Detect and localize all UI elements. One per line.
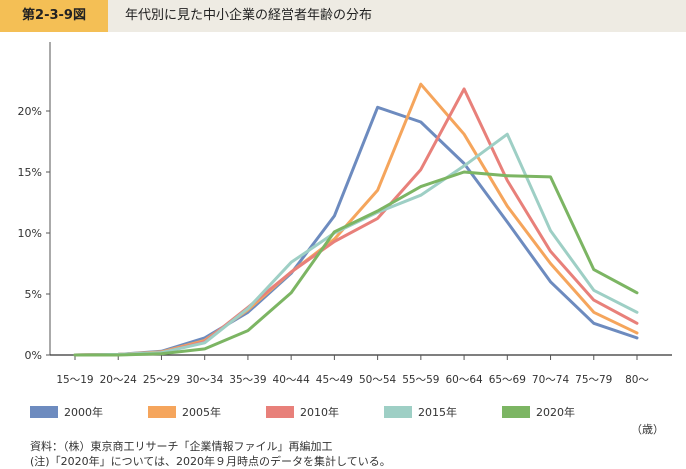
legend-item: 2010年	[266, 402, 339, 422]
legend-label: 2015年	[418, 406, 457, 419]
footnote: (注)「2020年」については、2020年９月時点のデータを集計している。	[30, 455, 391, 468]
figure-number: 第2-3-9図	[0, 0, 108, 32]
x-tick-label: 25～29	[143, 374, 180, 386]
legend-item: 2000年	[30, 402, 103, 422]
x-tick-label: 15～19	[56, 374, 93, 386]
series-line-2005年	[73, 82, 639, 357]
series-line-2015年	[73, 132, 639, 357]
x-tick-label: 55～59	[402, 374, 439, 386]
x-tick-label: 75～79	[575, 374, 612, 386]
y-tick-label: 0%	[25, 349, 42, 362]
x-tick-label: 20～24	[100, 374, 138, 386]
x-tick-label: 40～44	[273, 374, 311, 386]
x-axis-unit-label: （歳）	[631, 423, 664, 436]
y-tick-label: 15%	[18, 166, 42, 179]
x-tick-label: 80～	[625, 374, 649, 386]
legend-item: 2015年	[384, 402, 457, 422]
y-tick-label: 10%	[18, 227, 42, 240]
y-tick-label: 5%	[25, 288, 42, 301]
x-tick-label: 45～49	[316, 374, 353, 386]
legend-item: 2005年	[148, 402, 221, 422]
x-tick-label: 60～64	[445, 374, 483, 386]
source-note: 資料：（株）東京商工リサーチ「企業情報ファイル」再編加工	[30, 440, 333, 453]
x-tick-label: 50～54	[359, 374, 397, 386]
legend-swatch	[266, 406, 294, 418]
legend-item: 2020年	[502, 402, 575, 422]
legend-swatch	[384, 406, 412, 418]
legend-swatch	[30, 406, 58, 418]
legend-label: 2005年	[182, 406, 221, 419]
y-tick-label: 20%	[18, 105, 42, 118]
x-tick-label: 35～39	[229, 374, 266, 386]
line-chart: 0% 5% 10% 15% 20% 15～19 20～24 25～29 30～34 35～39 40…	[18, 42, 672, 386]
series-lines	[73, 82, 639, 357]
legend-label: 2020年	[536, 406, 575, 419]
legend-label: 2010年	[300, 406, 339, 419]
legend-swatch	[502, 406, 530, 418]
x-tick-label: 70～74	[532, 374, 570, 386]
x-tick-label: 65～69	[489, 374, 526, 386]
legend-label: 2000年	[64, 406, 103, 419]
figure-title: 年代別に見た中小企業の経営者年齢の分布	[125, 8, 373, 23]
x-tick-label: 30～34	[186, 374, 224, 386]
legend-swatch	[148, 406, 176, 418]
chart-legend: 2000年 2005年 2010年 2015年 2020年	[30, 402, 670, 422]
series-line-2020年	[73, 170, 639, 357]
chart-axes: 0% 5% 10% 15% 20% 15～19 20～24 25～29 30～34 35～39 40…	[18, 42, 672, 386]
figure-title-bar: 第2-3-9図 年代別に見た中小企業の経営者年齢の分布	[0, 0, 686, 32]
